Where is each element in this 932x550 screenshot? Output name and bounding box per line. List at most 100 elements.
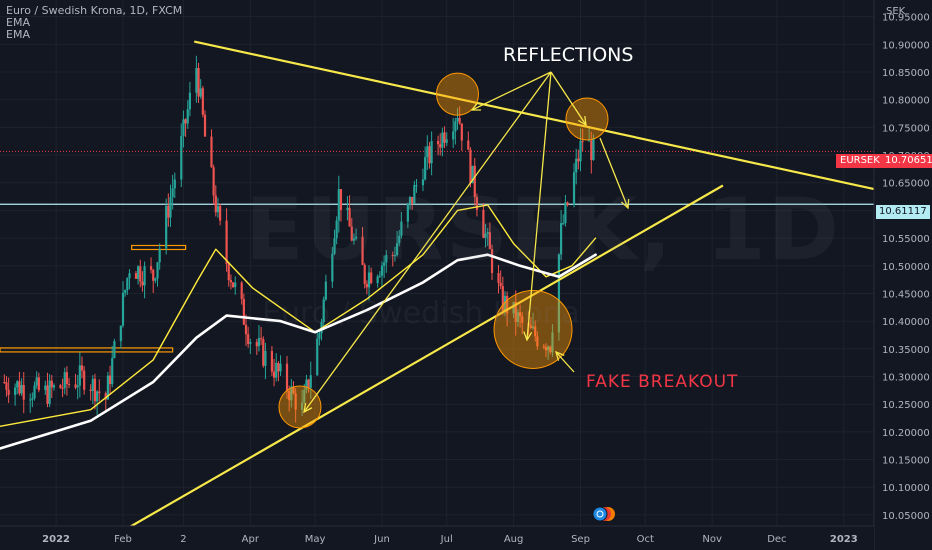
- candle-body: [590, 140, 593, 161]
- candle-body: [588, 140, 591, 142]
- candle-body: [292, 386, 295, 394]
- support-zone: [0, 347, 174, 353]
- candle-body: [89, 389, 92, 392]
- candle-body: [184, 119, 187, 124]
- candle-body: [529, 325, 532, 329]
- candle-body: [577, 158, 580, 162]
- arrow-to-july-high: [471, 71, 552, 111]
- candle-body: [214, 195, 217, 213]
- candle-body: [393, 255, 397, 257]
- candle-body: [531, 326, 535, 329]
- candle-body: [497, 272, 500, 283]
- event-icon: [596, 510, 604, 518]
- currency-label: SEK: [886, 6, 906, 17]
- candle-body: [203, 114, 207, 137]
- arrow-to-breakout-zone: [526, 71, 552, 341]
- candle-body: [557, 254, 561, 333]
- candle-body: [370, 272, 373, 284]
- x-tick-label: Apr: [242, 534, 260, 545]
- candle-body: [348, 207, 351, 227]
- candle-body: [137, 266, 140, 279]
- time-axis[interactable]: [0, 526, 874, 550]
- indicator-ema-2[interactable]: EMA: [6, 28, 30, 41]
- y-tick-label: 10.20000: [882, 428, 930, 439]
- candle-body: [559, 223, 563, 255]
- candle-body: [180, 136, 183, 180]
- candle-body: [106, 375, 110, 400]
- candle-body: [383, 262, 386, 266]
- y-tick-label: 10.05000: [882, 511, 930, 522]
- candle-body: [275, 362, 278, 378]
- candle-body: [592, 138, 595, 161]
- candle-body: [240, 282, 243, 299]
- candle-body: [398, 235, 401, 244]
- candle-body: [74, 384, 77, 388]
- price-axis[interactable]: [874, 0, 932, 550]
- ema-lines: [0, 204, 597, 450]
- candle-body: [257, 338, 261, 347]
- candle-body: [307, 379, 310, 388]
- trendlines: [111, 40, 881, 539]
- candle-body: [352, 238, 356, 241]
- candle-body: [471, 165, 474, 184]
- candle-body: [63, 372, 66, 389]
- candle-body: [234, 282, 237, 288]
- candle-body: [59, 385, 62, 389]
- candle-body: [316, 338, 319, 376]
- candle-body: [562, 223, 565, 225]
- candle-body: [169, 197, 172, 218]
- arrow-to-april-low: [303, 71, 552, 413]
- symbol-watermark-description: Euro / Swedish Krona: [262, 296, 580, 331]
- candle-body: [225, 220, 228, 264]
- candle-body: [78, 365, 81, 386]
- candle-body: [141, 281, 144, 286]
- candle-body: [247, 334, 250, 344]
- candle-body: [7, 389, 10, 395]
- highlight-circle: [278, 385, 322, 429]
- candle-body: [35, 377, 38, 386]
- horizontal-levels: [0, 150, 874, 205]
- y-tick-label: 10.90000: [882, 40, 930, 51]
- candle-body: [365, 283, 368, 288]
- annotation-reflections: REFLECTIONS: [503, 44, 634, 66]
- y-tick-label: 10.75000: [882, 123, 930, 134]
- ema-slow-line: [0, 253, 597, 450]
- candle-body: [441, 132, 444, 148]
- candle-body: [167, 205, 170, 218]
- arrow-fake-breakout-head: [555, 350, 565, 361]
- candle-body: [400, 221, 403, 236]
- horizontal-level-label: 10.61117: [876, 205, 930, 219]
- x-tick-labels: 2022 Feb 2 Apr May Jun Jul Aug Sep Oct Nov Dec 2023: [42, 534, 858, 545]
- candle-body: [452, 131, 455, 140]
- candle-body: [128, 273, 131, 279]
- candle-body: [3, 382, 6, 384]
- candle-body: [171, 188, 174, 198]
- candle-body: [264, 350, 267, 366]
- events-badge[interactable]: [592, 506, 615, 522]
- candle-body: [350, 226, 353, 241]
- symbol-watermark: EURSEK, 1D: [245, 180, 841, 280]
- candle-body: [270, 350, 274, 372]
- candle-body: [324, 281, 327, 300]
- candle-body: [361, 236, 364, 265]
- y-tick-label: 10.10000: [882, 483, 930, 494]
- candle-body: [20, 385, 23, 394]
- candle-body: [104, 393, 107, 400]
- candle-body: [391, 255, 394, 257]
- candle-body: [547, 346, 550, 351]
- candle-body: [380, 265, 384, 276]
- indicator-ema-1[interactable]: EMA: [6, 16, 30, 29]
- candle-body: [549, 346, 552, 353]
- candle-body: [346, 207, 349, 210]
- candle-body: [460, 123, 463, 141]
- candle-body: [333, 238, 336, 254]
- candle-body: [50, 380, 53, 388]
- symbol-title[interactable]: Euro / Swedish Krona, 1D, FXCM: [6, 4, 183, 17]
- y-tick-label: 10.55000: [882, 234, 930, 245]
- candle-body: [406, 204, 409, 222]
- candle-body: [154, 278, 157, 281]
- candle-body: [255, 342, 258, 347]
- candle-body: [514, 301, 517, 323]
- candle-body: [186, 109, 189, 124]
